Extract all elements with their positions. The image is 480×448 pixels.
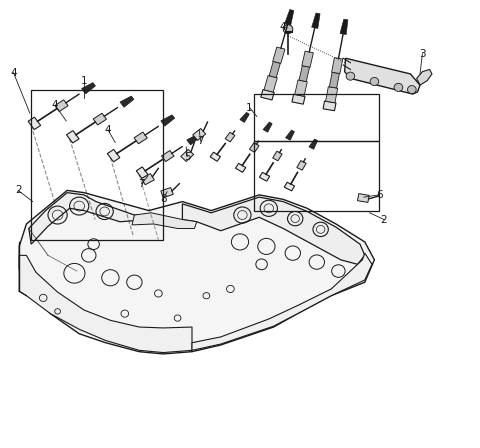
Polygon shape [19,255,192,353]
Text: 2: 2 [381,215,387,224]
Polygon shape [19,190,374,354]
Text: 1: 1 [81,76,87,86]
Polygon shape [210,152,220,161]
Polygon shape [67,130,79,143]
Polygon shape [358,194,369,202]
Text: 7: 7 [197,136,204,146]
Text: 3: 3 [419,49,426,59]
Polygon shape [141,174,155,185]
Polygon shape [82,82,96,94]
Text: 6: 6 [376,190,383,200]
Polygon shape [323,101,336,111]
Polygon shape [225,132,235,142]
Text: 8: 8 [160,194,167,204]
Bar [31,90,163,240]
Polygon shape [273,151,282,161]
Text: 4: 4 [10,68,17,78]
Polygon shape [134,132,147,144]
Polygon shape [295,80,307,96]
Polygon shape [286,130,294,140]
Polygon shape [55,100,68,112]
Polygon shape [259,172,270,181]
Polygon shape [284,182,295,191]
Circle shape [394,83,403,91]
Polygon shape [161,115,175,126]
Text: 4: 4 [280,22,287,32]
Polygon shape [309,139,318,149]
Polygon shape [261,90,274,100]
Text: 1: 1 [246,103,253,112]
Polygon shape [312,13,320,29]
Polygon shape [417,69,432,85]
Polygon shape [181,150,193,161]
Polygon shape [302,51,313,67]
Polygon shape [285,9,294,25]
Polygon shape [340,19,348,34]
Polygon shape [182,197,365,264]
Polygon shape [345,58,420,94]
Polygon shape [136,167,148,179]
Bar [254,94,379,141]
Text: 4: 4 [105,125,111,135]
Polygon shape [236,164,246,172]
Text: 7: 7 [138,179,145,189]
Polygon shape [329,72,339,88]
Text: 4: 4 [52,100,59,110]
Polygon shape [325,86,338,103]
Polygon shape [292,94,305,104]
Polygon shape [132,213,197,228]
Polygon shape [161,151,174,162]
Polygon shape [332,58,343,73]
Polygon shape [29,193,151,244]
Polygon shape [263,122,272,132]
Polygon shape [299,66,310,82]
Polygon shape [240,112,249,122]
Circle shape [346,72,355,80]
Polygon shape [269,61,280,78]
Polygon shape [120,96,134,107]
Circle shape [283,25,293,34]
Polygon shape [192,253,372,350]
Polygon shape [297,160,306,170]
Circle shape [408,86,416,94]
Polygon shape [108,149,120,162]
Polygon shape [93,113,107,125]
Polygon shape [250,142,259,152]
Text: 2: 2 [15,185,22,195]
Circle shape [370,78,379,86]
Polygon shape [187,134,200,145]
Polygon shape [161,188,173,198]
Polygon shape [273,47,285,64]
Bar [254,141,379,211]
Polygon shape [28,117,41,129]
Polygon shape [264,76,277,92]
Polygon shape [192,129,206,140]
Text: 5: 5 [184,152,191,162]
